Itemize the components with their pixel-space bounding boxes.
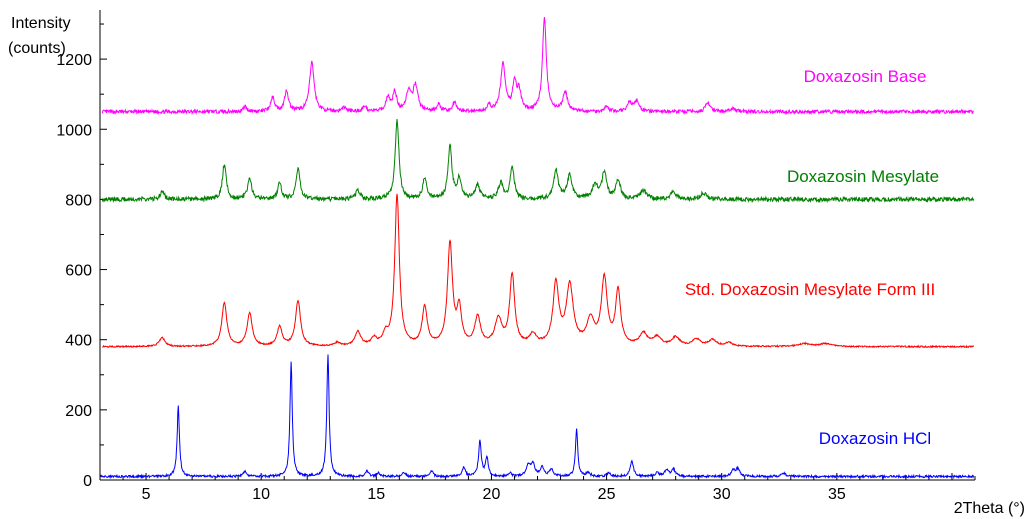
- x-tick-label: 10: [252, 486, 270, 503]
- y-tick-label: 800: [65, 192, 92, 209]
- x-tick-label: 20: [483, 486, 501, 503]
- x-tick-label: 30: [713, 486, 731, 503]
- y-axis-label-line1: Intensity: [11, 15, 71, 32]
- y-tick-label: 1200: [56, 52, 92, 69]
- x-axis-label: 2Theta (°): [954, 500, 1025, 517]
- series-label-1: Doxazosin Mesylate: [787, 167, 939, 186]
- series-line-3: [99, 354, 975, 480]
- y-tick-label: 0: [83, 473, 92, 490]
- series-lines: [99, 17, 975, 480]
- series-labels: Doxazosin Base Doxazosin Mesylate Std. Dox…: [685, 67, 939, 448]
- series-label-2: Std. Doxazosin Mesylate Form III: [685, 280, 935, 299]
- series-line-1: [101, 119, 975, 204]
- x-tick-label: 25: [598, 486, 616, 503]
- y-axis-label-line2: (counts): [8, 40, 66, 57]
- y-tick-label: 600: [65, 263, 92, 280]
- series-line-2: [102, 193, 975, 349]
- axis-ticks: 5 10 15 20 25 30 35 0 200 400 600 800 1000 1200: [56, 23, 976, 503]
- x-tick-label: 35: [828, 486, 846, 503]
- x-tick-label: 15: [367, 486, 385, 503]
- y-tick-label: 400: [65, 333, 92, 350]
- x-tick-label: 5: [142, 486, 151, 503]
- series-label-0: Doxazosin Base: [804, 67, 927, 86]
- y-tick-label: 200: [65, 403, 92, 420]
- series-label-3: Doxazosin HCl: [819, 429, 931, 448]
- y-tick-label: 1000: [56, 122, 92, 139]
- series-line-0: [101, 17, 974, 116]
